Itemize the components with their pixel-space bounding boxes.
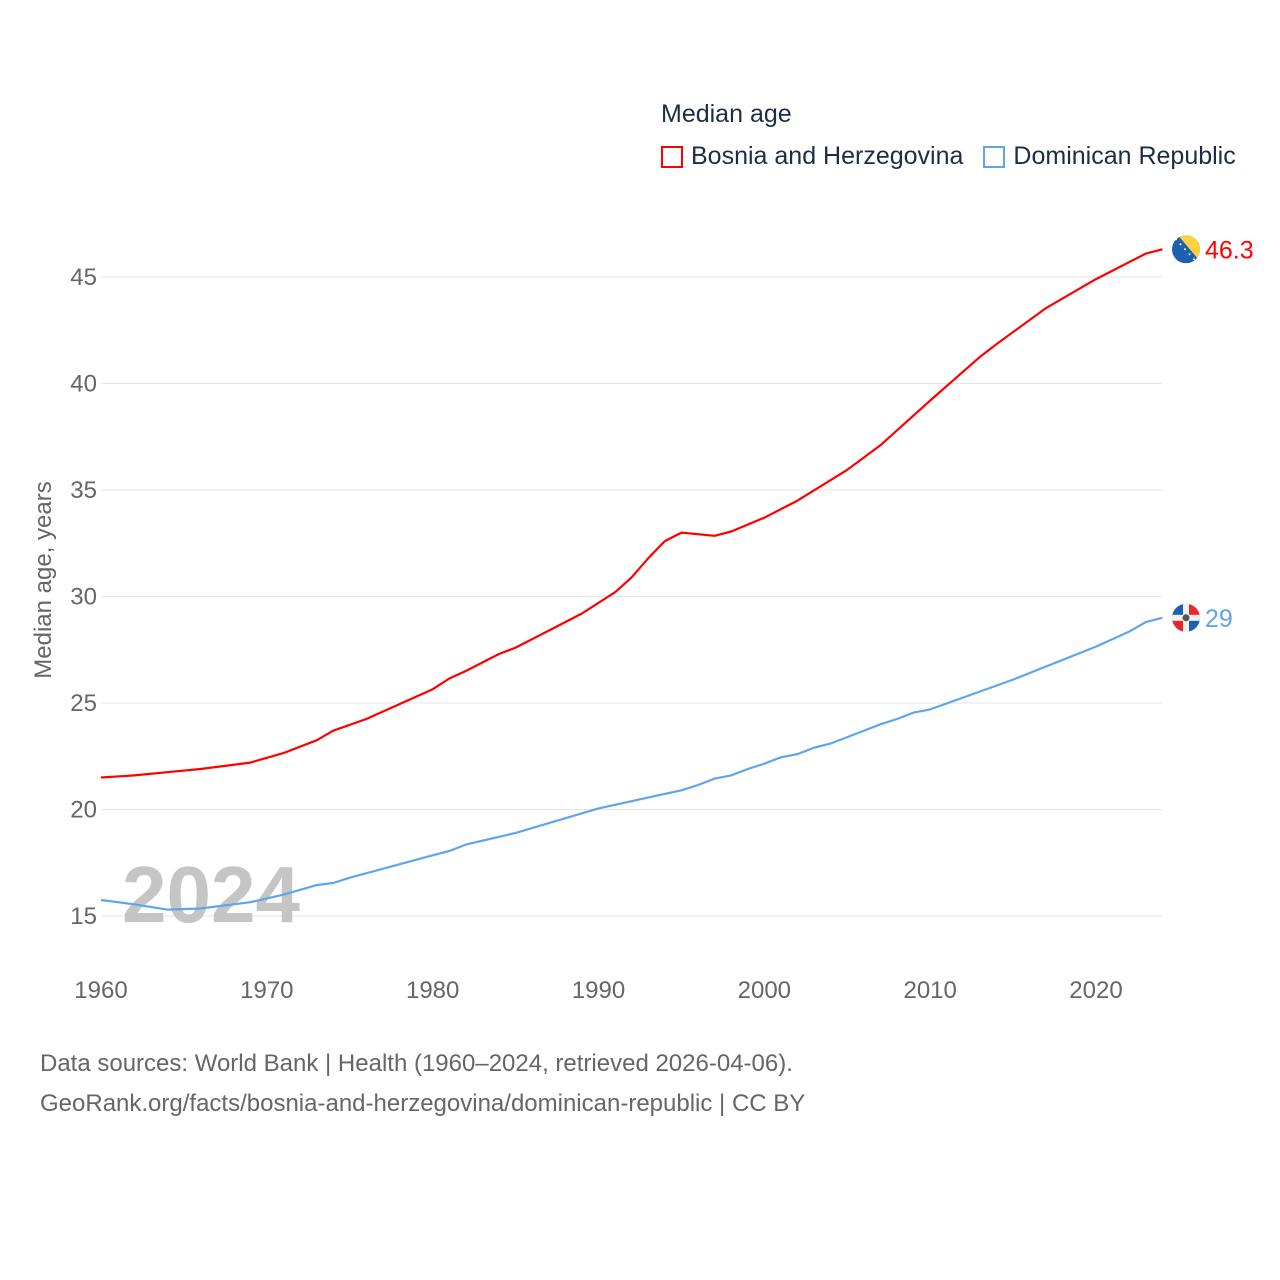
footer: Data sources: World Bank | Health (1960–… <box>40 1044 805 1124</box>
y-axis-label: Median age, years <box>30 481 57 678</box>
legend-swatch-bosnia <box>661 145 683 168</box>
legend-item-dominican[interactable]: Dominican Republic <box>983 142 1236 171</box>
legend-swatch-dominican <box>983 145 1006 168</box>
y-tick-label: 25 <box>70 690 97 717</box>
x-tick-label: 2020 <box>1069 977 1122 1004</box>
y-tick-label: 15 <box>70 903 97 930</box>
legend-label-dominican: Dominican Republic <box>1013 142 1236 170</box>
footer-sources: Data sources: World Bank | Health (1960–… <box>40 1050 793 1077</box>
bosnia-flag-icon <box>1172 235 1200 264</box>
x-tick-label: 1980 <box>406 977 459 1004</box>
x-tick-label: 1990 <box>572 977 625 1004</box>
x-tick-label: 2000 <box>738 977 791 1004</box>
y-tick-label: 40 <box>70 371 97 398</box>
y-tick-label: 45 <box>70 264 97 291</box>
footer-link[interactable]: GeoRank.org/facts/bosnia-and-herzegovina… <box>40 1090 806 1117</box>
legend: Bosnia and Herzegovina Dominican Republi… <box>661 142 1256 171</box>
year-watermark: 2024 <box>122 850 300 939</box>
x-tick-label: 1960 <box>74 977 127 1004</box>
legend-title: Median age <box>661 100 792 128</box>
y-tick-label: 20 <box>70 797 97 824</box>
y-tick-label: 35 <box>70 477 97 504</box>
x-tick-label: 1970 <box>240 977 293 1004</box>
legend-label-bosnia: Bosnia and Herzegovina <box>691 142 964 170</box>
y-tick-label: 30 <box>70 584 97 611</box>
series-line-dominican <box>100 616 1163 911</box>
dominican-flag-icon <box>1172 603 1200 632</box>
end-value-label: 46.3 <box>1205 236 1254 264</box>
x-tick-label: 2010 <box>903 977 956 1004</box>
legend-item-bosnia[interactable]: Bosnia and Herzegovina <box>661 142 963 171</box>
end-value-label: 29 <box>1205 605 1233 633</box>
series-line-bosnia <box>100 248 1163 779</box>
